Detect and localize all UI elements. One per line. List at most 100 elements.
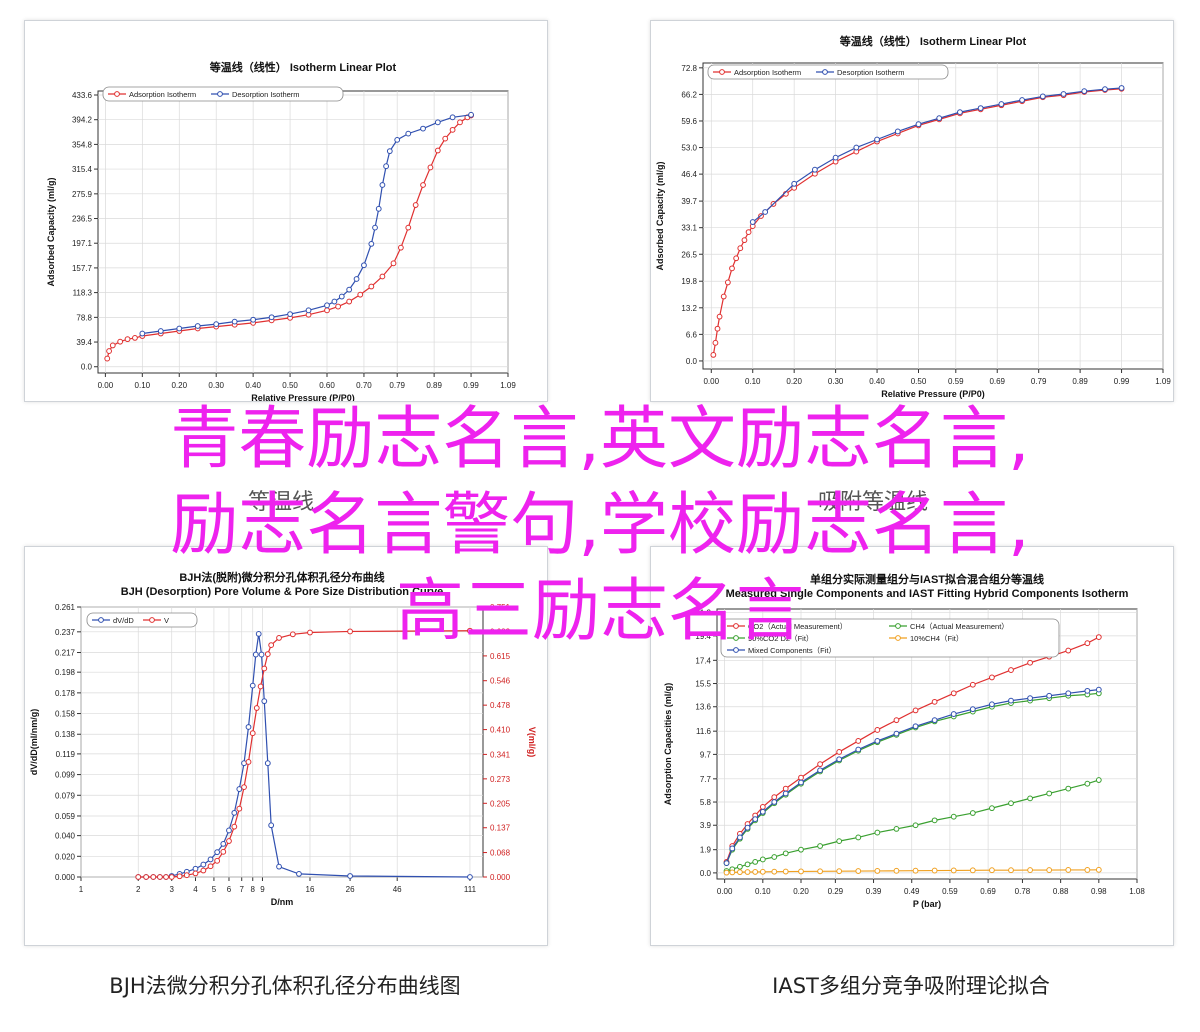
x-tick-label: 3 [170, 885, 175, 894]
y-tick-label: 26.5 [681, 250, 697, 259]
data-point [855, 834, 862, 841]
data-point [817, 767, 823, 774]
data-point [950, 711, 957, 717]
data-point [268, 822, 275, 829]
y-axis-label: dV/dD(ml/nm/g) [29, 709, 39, 776]
y-right-tick-label: 0.410 [490, 726, 511, 735]
y-right-tick-label: 0.068 [490, 849, 511, 858]
data-point [733, 255, 740, 262]
data-point [893, 867, 900, 874]
x-tick-label: 0.49 [904, 887, 920, 896]
legend-label: dV/dD [113, 616, 134, 625]
data-point [117, 338, 124, 345]
data-point [253, 705, 260, 711]
data-point [434, 147, 441, 154]
y-tick-label: 13.6 [695, 703, 711, 712]
data-point [969, 706, 976, 713]
legend-marker [733, 623, 739, 629]
data-point [250, 316, 257, 323]
data-point [1008, 800, 1014, 807]
y-tick-label: 53.0 [681, 144, 697, 153]
y-tick-label: 197.1 [72, 239, 93, 248]
data-point [1027, 695, 1033, 702]
data-point [257, 683, 264, 690]
x-tick-label: 9 [260, 885, 265, 894]
data-point [163, 874, 169, 880]
y-tick-label: 46.4 [681, 170, 697, 179]
data-point [379, 273, 386, 280]
data-point [874, 727, 881, 733]
legend-marker [149, 617, 155, 623]
y-tick-label: 0.020 [55, 852, 76, 861]
x-tick-label: 2 [136, 885, 141, 894]
data-point [427, 164, 434, 171]
series-line [142, 114, 472, 335]
legend-label: V [164, 616, 169, 625]
data-point [771, 854, 778, 860]
chart-bjh: BJH法(脱附)微分积分孔体积孔径分布曲线 BJH (Desorption) Po… [29, 570, 537, 907]
legend-marker [733, 635, 739, 641]
y-tick-label: 59.6 [681, 117, 697, 126]
x-tick-label: 0.50 [911, 377, 927, 386]
data-point [383, 163, 390, 170]
data-point [347, 873, 353, 879]
data-point [745, 229, 752, 236]
y-tick-label: 0.0 [686, 357, 698, 366]
x-tick-label: 7 [239, 885, 244, 894]
overlay-line-2: 励志名言警句,学校励志名言, [170, 486, 1030, 565]
legend-marker [114, 91, 120, 97]
data-point [894, 128, 901, 135]
x-axis-label: P (bar) [913, 899, 941, 909]
data-point [214, 849, 221, 856]
data-point [1065, 647, 1072, 654]
data-point [989, 805, 995, 812]
y-axis-label: Adsorbed Capacity (ml/g) [655, 161, 665, 270]
y-tick-label: 157.7 [72, 264, 93, 273]
y-right-tick-label: 0.546 [490, 677, 511, 686]
data-point [1102, 86, 1108, 93]
data-point [716, 313, 723, 320]
data-point [372, 224, 378, 231]
data-point [276, 635, 282, 641]
y-tick-label: 39.4 [76, 338, 92, 347]
data-point [226, 827, 232, 834]
data-point [264, 651, 271, 657]
data-point [912, 707, 919, 714]
data-point [759, 808, 766, 815]
data-point [368, 241, 375, 247]
data-point [931, 867, 938, 874]
data-point [737, 245, 744, 252]
data-point [1027, 795, 1033, 802]
data-point [1065, 690, 1072, 697]
series-3 [723, 866, 1102, 876]
series-4 [723, 686, 1102, 867]
faint-label-left: 等温线 [248, 490, 315, 515]
data-point [241, 784, 247, 791]
data-point [236, 786, 243, 792]
legend-marker [98, 617, 104, 623]
data-point [346, 298, 353, 305]
data-point [1084, 640, 1091, 647]
data-point [176, 873, 183, 880]
data-point [135, 874, 142, 880]
y-right-tick-label: 0.205 [490, 799, 511, 808]
x-tick-label: 0.99 [463, 381, 479, 390]
overlay-line-3: 高三励志名言 [395, 572, 804, 651]
x-tick-label: 0.20 [786, 377, 802, 386]
data-point [998, 101, 1005, 107]
legend-label: Adsorption Isotherm [129, 90, 196, 99]
data-point [139, 330, 146, 337]
data-point [893, 717, 900, 724]
chart-panel-bottom-left: BJH法(脱附)微分积分孔体积孔径分布曲线 BJH (Desorption) Po… [24, 546, 548, 946]
y-tick-label: 0.138 [55, 730, 76, 739]
chart-title: 单组分实际测量组分与IAST拟合混合组分等温线 [810, 572, 1044, 586]
x-tick-label: 1.09 [1155, 377, 1171, 386]
x-tick-label: 0.00 [98, 381, 114, 390]
data-point [855, 738, 862, 744]
data-point [264, 760, 271, 767]
data-point [157, 874, 163, 880]
data-point [192, 870, 199, 877]
data-point [157, 328, 164, 334]
data-point [226, 838, 232, 844]
chart-title: 等温线（线性） Isotherm Linear Plot [839, 34, 1027, 48]
